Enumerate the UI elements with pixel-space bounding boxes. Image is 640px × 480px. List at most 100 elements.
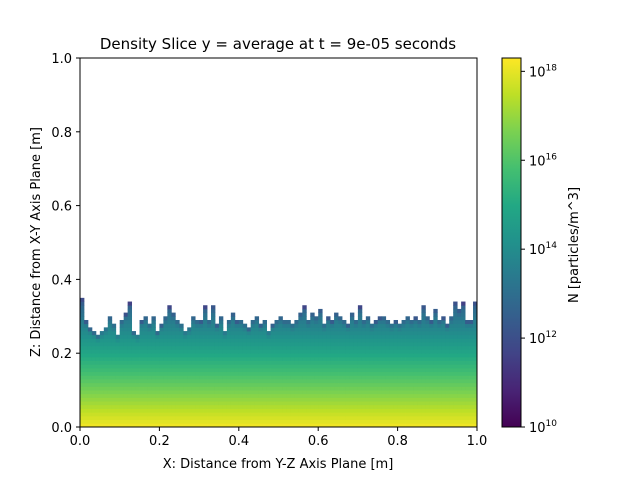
heatmap-cell xyxy=(147,371,152,376)
heatmap-cell xyxy=(318,312,323,317)
heatmap-cell xyxy=(405,323,410,328)
heatmap-cell xyxy=(294,342,299,347)
heatmap-cell xyxy=(393,397,398,402)
heatmap-cell xyxy=(345,375,351,380)
heatmap-cell xyxy=(211,423,216,428)
heatmap-cell xyxy=(369,397,375,402)
heatmap-cell xyxy=(334,323,339,328)
heatmap-cell xyxy=(290,342,295,347)
heatmap-cell xyxy=(457,356,462,361)
heatmap-cell xyxy=(326,316,331,321)
heatmap-cell xyxy=(365,360,371,365)
heatmap-cell xyxy=(87,345,93,350)
heatmap-cell xyxy=(167,327,172,332)
heatmap-cell xyxy=(306,356,311,361)
heatmap-cell xyxy=(183,408,188,413)
heatmap-cell xyxy=(338,397,343,402)
heatmap-cell xyxy=(326,349,331,354)
heatmap-cell xyxy=(425,397,430,402)
heatmap-cell xyxy=(318,401,323,406)
heatmap-cell xyxy=(211,319,216,325)
heatmap-cell xyxy=(123,397,129,402)
heatmap-cell xyxy=(353,349,359,354)
heatmap-cell xyxy=(278,393,283,398)
heatmap-cell xyxy=(334,312,339,317)
heatmap-cell xyxy=(143,367,148,373)
heatmap-cell xyxy=(441,342,446,347)
heatmap-cell xyxy=(151,367,156,373)
heatmap-cell xyxy=(461,386,466,391)
heatmap-cell xyxy=(207,323,212,328)
heatmap-cell xyxy=(143,393,148,398)
heatmap-cell xyxy=(381,345,387,350)
heatmap-cell xyxy=(254,401,260,406)
heatmap-cell xyxy=(290,404,295,409)
heatmap-cell xyxy=(103,412,109,417)
heatmap-cell xyxy=(286,397,291,402)
heatmap-cell xyxy=(80,331,85,336)
heatmap-cell xyxy=(222,412,228,417)
heatmap-cell xyxy=(409,412,414,417)
heatmap-cell xyxy=(119,331,125,336)
heatmap-cell xyxy=(211,379,216,384)
heatmap-cell xyxy=(270,349,275,354)
heatmap-cell xyxy=(230,393,236,398)
heatmap-cell xyxy=(211,397,216,402)
heatmap-cell xyxy=(322,331,327,336)
heatmap-cell xyxy=(95,364,101,369)
heatmap-cell xyxy=(338,356,343,361)
heatmap-cell xyxy=(183,379,188,384)
heatmap-cell xyxy=(349,353,355,358)
heatmap-cell xyxy=(103,401,109,406)
heatmap-cell xyxy=(115,356,121,361)
heatmap-cell xyxy=(314,316,319,321)
heatmap-cell xyxy=(131,331,136,336)
heatmap-cell xyxy=(401,323,406,328)
heatmap-cell xyxy=(306,353,311,358)
heatmap-cell xyxy=(437,360,442,365)
heatmap-cell xyxy=(135,386,140,391)
heatmap-cell xyxy=(445,408,450,413)
heatmap-cell xyxy=(123,367,129,373)
heatmap-cell xyxy=(135,345,140,350)
heatmap-cell xyxy=(95,382,101,387)
heatmap-cell xyxy=(80,334,85,339)
heatmap-cell xyxy=(401,360,406,365)
heatmap-cell xyxy=(187,360,192,365)
heatmap-cell xyxy=(226,319,232,325)
heatmap-cell xyxy=(99,379,105,384)
heatmap-cell xyxy=(353,367,359,373)
heatmap-cell xyxy=(453,308,458,314)
heatmap-cell xyxy=(381,408,387,413)
heatmap-cell xyxy=(250,419,256,424)
heatmap-cell xyxy=(373,404,379,409)
heatmap-cell xyxy=(302,338,307,343)
heatmap-cell xyxy=(127,386,133,391)
heatmap-cell xyxy=(318,415,323,421)
heatmap-cell xyxy=(111,382,117,387)
heatmap-cell xyxy=(393,319,398,325)
heatmap-cell xyxy=(203,364,208,369)
heatmap-cell xyxy=(345,393,351,398)
heatmap-cell xyxy=(314,349,319,354)
heatmap-cell xyxy=(242,408,248,413)
heatmap-cell xyxy=(473,371,478,376)
heatmap-cell xyxy=(246,338,252,343)
heatmap-cell xyxy=(274,356,279,361)
heatmap-cell xyxy=(167,349,172,354)
heatmap-cell xyxy=(159,331,164,336)
heatmap-cell xyxy=(87,382,93,387)
heatmap-cell xyxy=(381,401,387,406)
heatmap-cell xyxy=(83,338,89,343)
heatmap-cell xyxy=(294,367,299,373)
heatmap-cell xyxy=(99,412,105,417)
heatmap-cell xyxy=(143,375,148,380)
heatmap-cell xyxy=(369,412,375,417)
heatmap-cell xyxy=(433,331,438,336)
heatmap-cell xyxy=(171,386,176,391)
heatmap-cell xyxy=(453,375,458,380)
heatmap-cell xyxy=(258,412,264,417)
heatmap-cell xyxy=(135,338,140,343)
heatmap-cell xyxy=(226,408,232,413)
heatmap-cell xyxy=(369,338,375,343)
